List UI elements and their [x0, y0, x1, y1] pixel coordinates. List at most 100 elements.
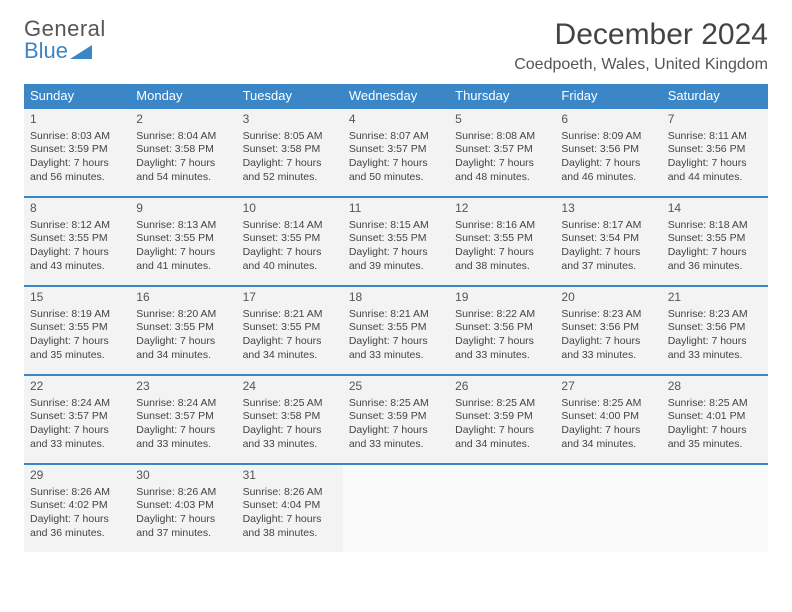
sunset-text: Sunset: 3:56 PM — [561, 321, 655, 335]
sunrise-text: Sunrise: 8:15 AM — [349, 219, 443, 233]
calendar-week-row: 22Sunrise: 8:24 AMSunset: 3:57 PMDayligh… — [24, 375, 768, 464]
daylight-text: Daylight: 7 hours and 33 minutes. — [668, 335, 762, 362]
sunrise-text: Sunrise: 8:08 AM — [455, 130, 549, 144]
day-number: 11 — [349, 201, 443, 217]
calendar-day-cell: 12Sunrise: 8:16 AMSunset: 3:55 PMDayligh… — [449, 197, 555, 286]
sunrise-text: Sunrise: 8:25 AM — [455, 397, 549, 411]
brand-line2: Blue — [24, 40, 68, 62]
sunset-text: Sunset: 3:55 PM — [668, 232, 762, 246]
day-header: Thursday — [449, 84, 555, 108]
calendar-day-cell: 5Sunrise: 8:08 AMSunset: 3:57 PMDaylight… — [449, 108, 555, 197]
calendar-day-cell: 27Sunrise: 8:25 AMSunset: 4:00 PMDayligh… — [555, 375, 661, 464]
calendar-day-cell: 23Sunrise: 8:24 AMSunset: 3:57 PMDayligh… — [130, 375, 236, 464]
sunset-text: Sunset: 3:55 PM — [349, 321, 443, 335]
sunset-text: Sunset: 3:57 PM — [349, 143, 443, 157]
sunrise-text: Sunrise: 8:26 AM — [243, 486, 337, 500]
sunset-text: Sunset: 3:55 PM — [30, 321, 124, 335]
sunrise-text: Sunrise: 8:17 AM — [561, 219, 655, 233]
daylight-text: Daylight: 7 hours and 56 minutes. — [30, 157, 124, 184]
calendar-day-cell: 19Sunrise: 8:22 AMSunset: 3:56 PMDayligh… — [449, 286, 555, 375]
sunrise-text: Sunrise: 8:04 AM — [136, 130, 230, 144]
sunrise-text: Sunrise: 8:12 AM — [30, 219, 124, 233]
daylight-text: Daylight: 7 hours and 36 minutes. — [30, 513, 124, 540]
sunrise-text: Sunrise: 8:07 AM — [349, 130, 443, 144]
sunrise-text: Sunrise: 8:20 AM — [136, 308, 230, 322]
daylight-text: Daylight: 7 hours and 43 minutes. — [30, 246, 124, 273]
calendar-day-cell: 1Sunrise: 8:03 AMSunset: 3:59 PMDaylight… — [24, 108, 130, 197]
day-header: Friday — [555, 84, 661, 108]
daylight-text: Daylight: 7 hours and 33 minutes. — [243, 424, 337, 451]
day-number: 4 — [349, 112, 443, 128]
daylight-text: Daylight: 7 hours and 52 minutes. — [243, 157, 337, 184]
sunrise-text: Sunrise: 8:24 AM — [136, 397, 230, 411]
day-header: Monday — [130, 84, 236, 108]
sunrise-text: Sunrise: 8:14 AM — [243, 219, 337, 233]
calendar-day-cell: 24Sunrise: 8:25 AMSunset: 3:58 PMDayligh… — [237, 375, 343, 464]
daylight-text: Daylight: 7 hours and 34 minutes. — [136, 335, 230, 362]
calendar-day-cell: 26Sunrise: 8:25 AMSunset: 3:59 PMDayligh… — [449, 375, 555, 464]
daylight-text: Daylight: 7 hours and 41 minutes. — [136, 246, 230, 273]
daylight-text: Daylight: 7 hours and 44 minutes. — [668, 157, 762, 184]
calendar-day-cell: 25Sunrise: 8:25 AMSunset: 3:59 PMDayligh… — [343, 375, 449, 464]
day-header: Sunday — [24, 84, 130, 108]
calendar-day-cell: 15Sunrise: 8:19 AMSunset: 3:55 PMDayligh… — [24, 286, 130, 375]
day-number: 3 — [243, 112, 337, 128]
daylight-text: Daylight: 7 hours and 34 minutes. — [455, 424, 549, 451]
calendar-day-cell: 4Sunrise: 8:07 AMSunset: 3:57 PMDaylight… — [343, 108, 449, 197]
day-header: Wednesday — [343, 84, 449, 108]
sunset-text: Sunset: 3:55 PM — [30, 232, 124, 246]
calendar-body: 1Sunrise: 8:03 AMSunset: 3:59 PMDaylight… — [24, 108, 768, 552]
sunset-text: Sunset: 3:58 PM — [136, 143, 230, 157]
sunrise-text: Sunrise: 8:25 AM — [243, 397, 337, 411]
sunrise-text: Sunrise: 8:23 AM — [561, 308, 655, 322]
calendar-day-cell: 10Sunrise: 8:14 AMSunset: 3:55 PMDayligh… — [237, 197, 343, 286]
day-number: 15 — [30, 290, 124, 306]
calendar-week-row: 1Sunrise: 8:03 AMSunset: 3:59 PMDaylight… — [24, 108, 768, 197]
day-number: 25 — [349, 379, 443, 395]
day-number: 6 — [561, 112, 655, 128]
day-number: 16 — [136, 290, 230, 306]
day-number: 7 — [668, 112, 762, 128]
calendar-day-cell: 14Sunrise: 8:18 AMSunset: 3:55 PMDayligh… — [662, 197, 768, 286]
day-number: 17 — [243, 290, 337, 306]
daylight-text: Daylight: 7 hours and 38 minutes. — [243, 513, 337, 540]
calendar-day-cell: 20Sunrise: 8:23 AMSunset: 3:56 PMDayligh… — [555, 286, 661, 375]
calendar-day-cell: 11Sunrise: 8:15 AMSunset: 3:55 PMDayligh… — [343, 197, 449, 286]
day-number: 2 — [136, 112, 230, 128]
calendar-table: Sunday Monday Tuesday Wednesday Thursday… — [24, 84, 768, 552]
day-number: 29 — [30, 468, 124, 484]
sunrise-text: Sunrise: 8:25 AM — [668, 397, 762, 411]
day-header: Saturday — [662, 84, 768, 108]
daylight-text: Daylight: 7 hours and 33 minutes. — [349, 424, 443, 451]
calendar-day-cell — [555, 464, 661, 552]
sunrise-text: Sunrise: 8:03 AM — [30, 130, 124, 144]
calendar-day-cell: 7Sunrise: 8:11 AMSunset: 3:56 PMDaylight… — [662, 108, 768, 197]
calendar-day-cell: 6Sunrise: 8:09 AMSunset: 3:56 PMDaylight… — [555, 108, 661, 197]
calendar-day-cell: 17Sunrise: 8:21 AMSunset: 3:55 PMDayligh… — [237, 286, 343, 375]
day-number: 1 — [30, 112, 124, 128]
daylight-text: Daylight: 7 hours and 39 minutes. — [349, 246, 443, 273]
sunset-text: Sunset: 3:59 PM — [455, 410, 549, 424]
day-number: 10 — [243, 201, 337, 217]
calendar-day-cell: 29Sunrise: 8:26 AMSunset: 4:02 PMDayligh… — [24, 464, 130, 552]
calendar-day-cell: 3Sunrise: 8:05 AMSunset: 3:58 PMDaylight… — [237, 108, 343, 197]
sunrise-text: Sunrise: 8:25 AM — [349, 397, 443, 411]
daylight-text: Daylight: 7 hours and 33 minutes. — [561, 335, 655, 362]
daylight-text: Daylight: 7 hours and 54 minutes. — [136, 157, 230, 184]
daylight-text: Daylight: 7 hours and 33 minutes. — [136, 424, 230, 451]
sunrise-text: Sunrise: 8:11 AM — [668, 130, 762, 144]
calendar-week-row: 15Sunrise: 8:19 AMSunset: 3:55 PMDayligh… — [24, 286, 768, 375]
calendar-day-cell: 9Sunrise: 8:13 AMSunset: 3:55 PMDaylight… — [130, 197, 236, 286]
day-header: Tuesday — [237, 84, 343, 108]
daylight-text: Daylight: 7 hours and 40 minutes. — [243, 246, 337, 273]
sunset-text: Sunset: 3:56 PM — [455, 321, 549, 335]
sunrise-text: Sunrise: 8:13 AM — [136, 219, 230, 233]
sunset-text: Sunset: 3:54 PM — [561, 232, 655, 246]
day-number: 18 — [349, 290, 443, 306]
day-number: 22 — [30, 379, 124, 395]
calendar-day-cell: 2 Sunrise: 8:04 AMSunset: 3:58 PMDaylight… — [130, 108, 236, 197]
day-number: 30 — [136, 468, 230, 484]
calendar-day-cell: 31Sunrise: 8:26 AMSunset: 4:04 PMDayligh… — [237, 464, 343, 552]
daylight-text: Daylight: 7 hours and 46 minutes. — [561, 157, 655, 184]
brand-line1: General — [24, 18, 106, 40]
